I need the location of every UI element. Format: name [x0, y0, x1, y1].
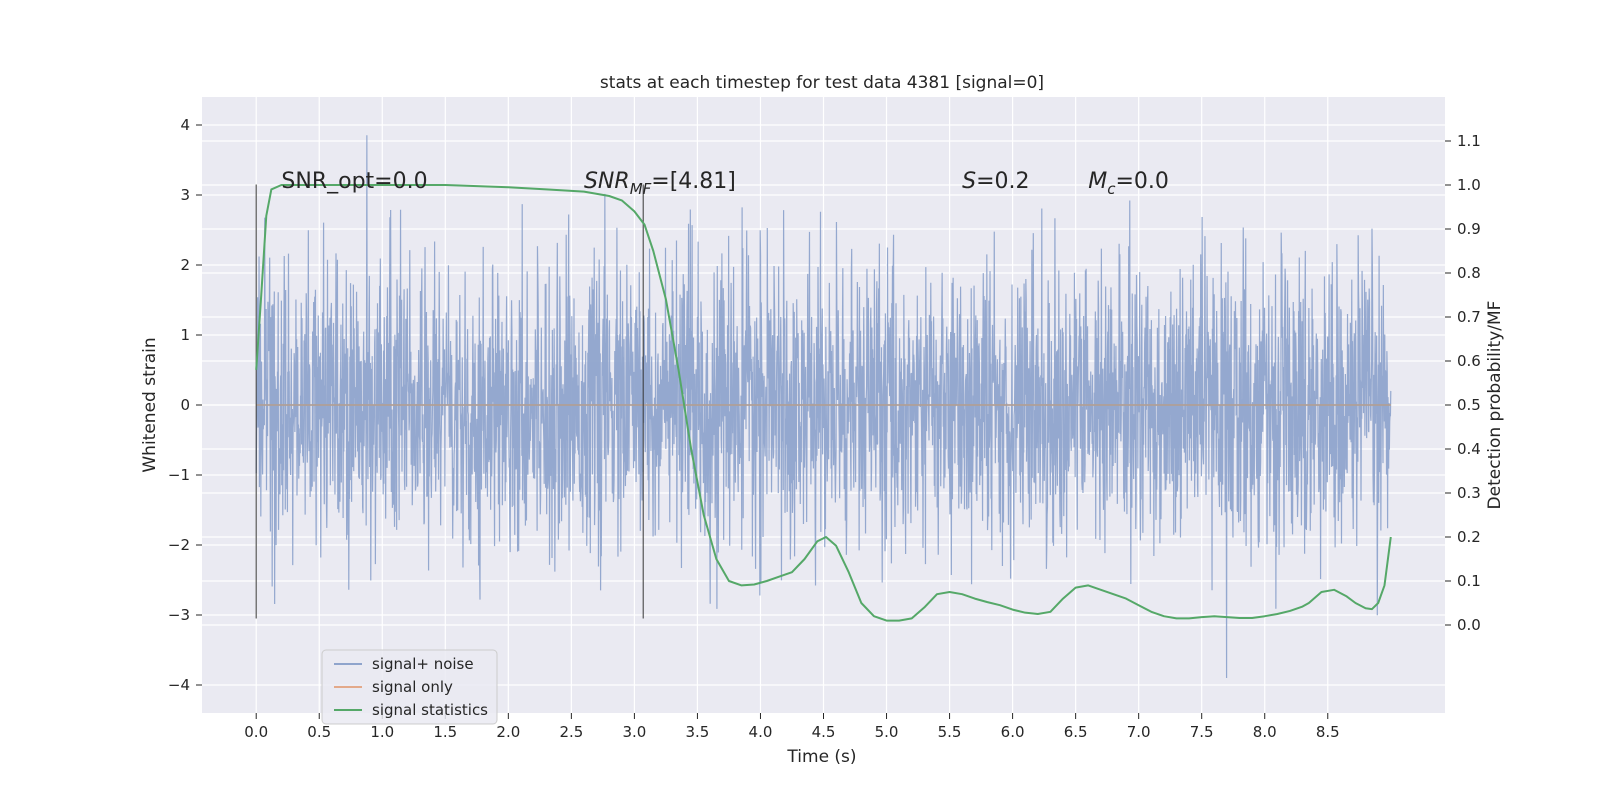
x-tick-label: 5.5 [938, 723, 962, 741]
legend-box [321, 649, 498, 725]
y-right-tick-label: 0.6 [1457, 352, 1481, 370]
y-right-tick-label: 0.2 [1457, 528, 1481, 546]
annotation-s: S=0.2 [962, 169, 1029, 194]
y-left-tick-label: −2 [168, 536, 190, 554]
x-tick-label: 8.5 [1316, 723, 1340, 741]
y-right-tick-label: 0.8 [1457, 264, 1481, 282]
y-left-tick-label: −3 [168, 606, 190, 624]
x-tick-label: 5.0 [875, 723, 899, 741]
x-tick-label: 1.5 [433, 723, 457, 741]
x-tick-label: 2.0 [496, 723, 520, 741]
annotation-value: =[4.81] [651, 169, 736, 194]
y-axis-right-label: Detection probability/MF [1485, 301, 1505, 510]
series-signal-statistics [255, 184, 1392, 622]
annotation-snr_mf: SNRMF=[4.81] [584, 169, 736, 198]
y-left-tick-label: 1 [180, 326, 190, 344]
legend: signal+ noise signal only signal statistic… [321, 649, 498, 725]
y-right-tick-label: 0.3 [1457, 484, 1481, 502]
signal-noise-line [255, 135, 1392, 679]
y-axis-left-label: Whitened strain [140, 337, 160, 472]
x-tick-label: 4.0 [749, 723, 773, 741]
y-right-tick-label: 1.0 [1457, 176, 1481, 194]
y-right-tick-label: 0.1 [1457, 572, 1481, 590]
x-axis-label: Time (s) [786, 747, 856, 767]
x-tick-label: 2.5 [559, 723, 583, 741]
x-tick-label: 1.0 [370, 723, 394, 741]
x-tick-label: 0.5 [307, 723, 331, 741]
x-tick-label: 3.5 [686, 723, 710, 741]
annotation-symbol: S [962, 169, 976, 194]
chart-title: stats at each timestep for test data 438… [600, 73, 1044, 93]
x-tick-label: 3.0 [622, 723, 646, 741]
y-left-tick-label: 3 [180, 186, 190, 204]
y-right-tick-label: 0.0 [1457, 616, 1481, 634]
x-axis-ticks: 0.0 0.5 1.0 1.5 2.0 2.5 3.0 3.5 4.0 4.5 5.0 5.5 6.0 6… [244, 713, 1340, 741]
annotation-subscript: MF [630, 180, 652, 198]
x-tick-label: 8.0 [1253, 723, 1277, 741]
y-left-tick-label: −1 [168, 466, 190, 484]
legend-label: signal only [372, 678, 453, 696]
y-left-tick-label: 4 [180, 116, 190, 134]
annotations: SNR_opt=0.0 SNRMF=[4.81] S=0.2 Mc=0.0 [281, 169, 1168, 198]
annotation-value: =0.0 [1115, 169, 1168, 194]
x-tick-label: 4.5 [812, 723, 836, 741]
y-left-tick-label: 0 [180, 396, 190, 414]
y-right-tick-label: 0.9 [1457, 220, 1481, 238]
x-tick-label: 6.0 [1001, 723, 1025, 741]
y-right-tick-label: 0.7 [1457, 308, 1481, 326]
y-left-tick-label: 2 [180, 256, 190, 274]
y-right-tick-label: 0.5 [1457, 396, 1481, 414]
x-tick-label: 7.5 [1190, 723, 1214, 741]
y-axis-left-ticks: −4 −3 −2 −1 0 1 2 3 4 [168, 116, 202, 694]
series-signal-noise [255, 135, 1392, 679]
signal-statistics-line [255, 184, 1392, 622]
y-right-tick-label: 0.4 [1457, 440, 1481, 458]
annotation-symbol: SNR [584, 169, 630, 194]
legend-label: signal statistics [372, 701, 488, 719]
legend-entries: signal+ noise signal only signal statistic… [334, 655, 488, 719]
annotation-mc: Mc=0.0 [1088, 169, 1169, 198]
annotation-subscript: c [1107, 180, 1116, 198]
x-tick-label: 0.0 [244, 723, 268, 741]
legend-label: signal+ noise [372, 655, 474, 673]
annotation-value: =0.2 [976, 169, 1029, 194]
y-left-tick-label: −4 [168, 676, 190, 694]
y-axis-right-ticks: 0.0 0.1 0.2 0.3 0.4 0.5 0.6 0.7 0.8 0.9 1.0 1.1 [1445, 132, 1481, 634]
annotation-snr_opt: SNR_opt=0.0 [281, 169, 427, 194]
x-tick-label: 7.0 [1127, 723, 1151, 741]
y-right-tick-label: 1.1 [1457, 132, 1481, 150]
x-tick-label: 6.5 [1064, 723, 1088, 741]
annotation-symbol: M [1088, 169, 1107, 194]
marker-lines [255, 184, 644, 619]
